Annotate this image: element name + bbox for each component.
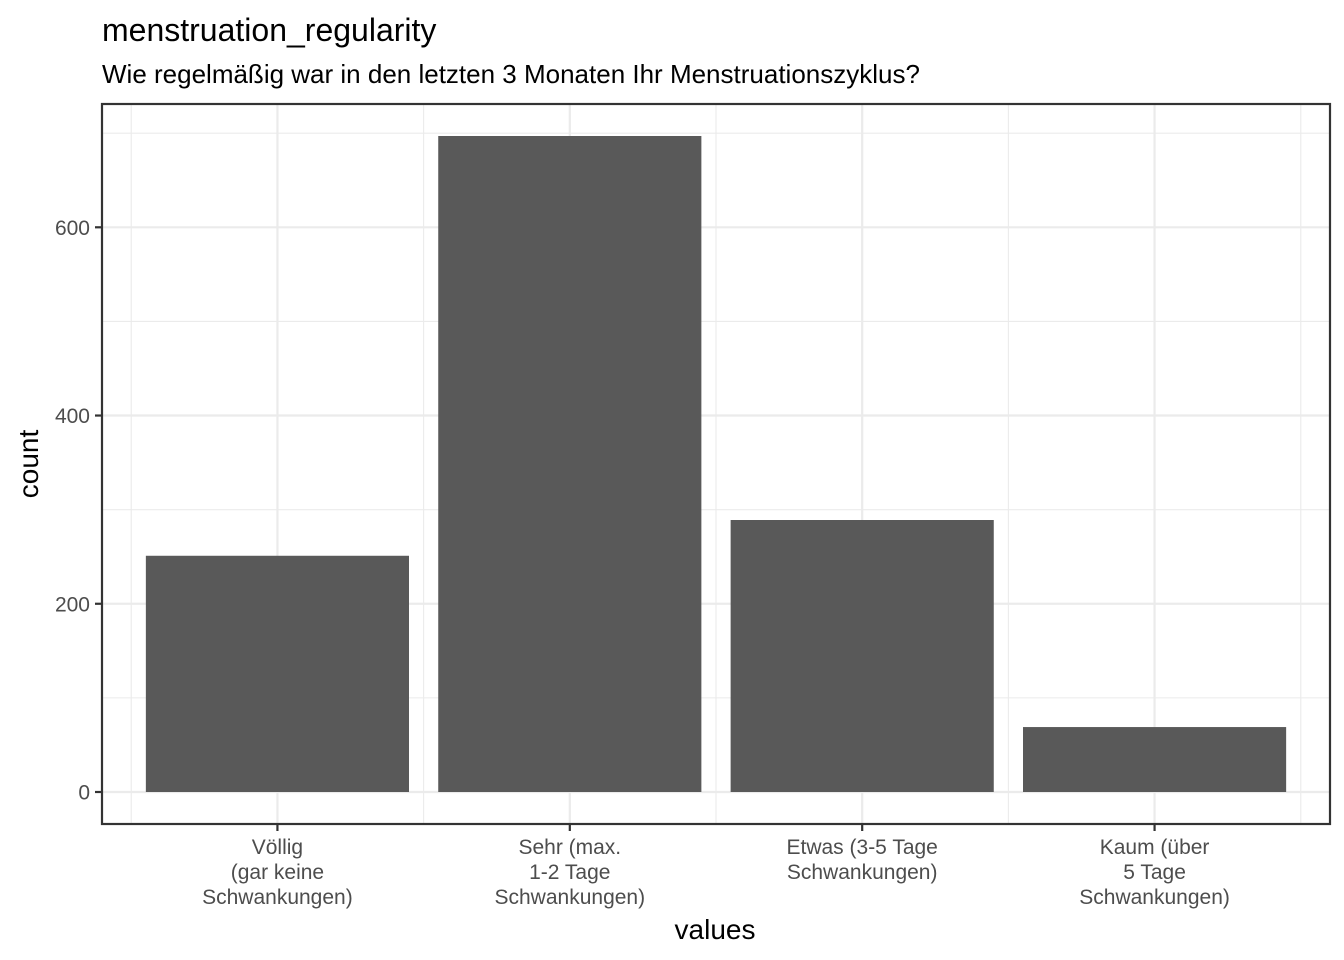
y-tick-label: 600 [55, 217, 90, 240]
x-tick-label-line: 1-2 Tage [529, 861, 610, 884]
bar [730, 520, 994, 792]
x-tick-label-line: Schwankungen) [202, 886, 353, 909]
x-axis-title: values [675, 914, 756, 945]
chart-title: menstruation_regularity [102, 12, 436, 48]
x-tick-label-line: Schwankungen) [1079, 886, 1230, 909]
x-tick-label-line: Sehr (max. [518, 836, 621, 859]
y-tick-label: 200 [55, 593, 90, 616]
x-tick-label-line: Schwankungen) [787, 861, 938, 884]
y-tick-label: 0 [78, 782, 90, 805]
x-tick-label: Etwas (3-5 Tage Schwankungen) [787, 836, 938, 884]
x-tick-label-line: Kaum (über [1100, 836, 1210, 859]
bar [1023, 727, 1287, 792]
x-tick-label: Völlig (gar keine Schwankungen) [202, 836, 353, 909]
x-tick-label: Sehr (max. 1-2 Tage Schwankungen) [495, 836, 646, 909]
x-tick-label: Kaum (über 5 Tage Schwankungen) [1079, 836, 1230, 909]
bar [438, 136, 702, 792]
chart-subtitle: Wie regelmäßig war in den letzten 3 Mona… [102, 59, 920, 89]
x-tick-label-line: 5 Tage [1123, 861, 1186, 884]
y-tick-label: 400 [55, 405, 90, 428]
panel-border [100, 102, 1332, 826]
x-tick-label-line: Schwankungen) [495, 886, 646, 909]
x-tick-label-line: Völlig [252, 836, 303, 859]
x-tick-label-line: Etwas (3-5 Tage [787, 836, 938, 859]
y-axis-title: count [13, 430, 44, 499]
bar [145, 555, 409, 792]
x-tick-label-line: (gar keine [231, 861, 324, 884]
